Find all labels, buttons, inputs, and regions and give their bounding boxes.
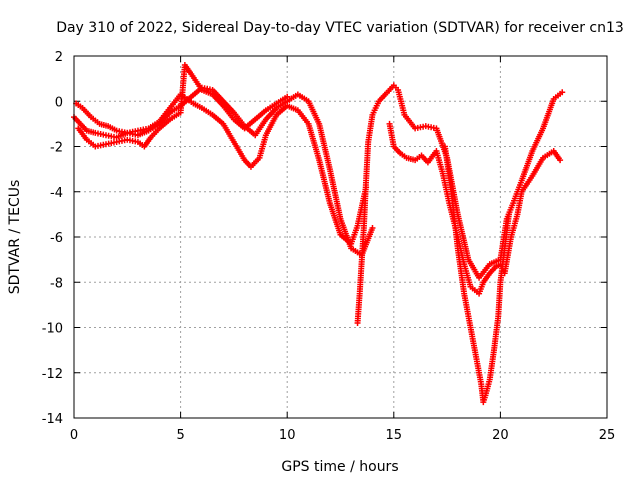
data-point xyxy=(559,89,566,96)
y-tick-label: -14 xyxy=(42,412,63,427)
x-tick-label: 10 xyxy=(279,428,296,443)
x-tick-label: 15 xyxy=(386,428,403,443)
x-tick-label: 5 xyxy=(176,428,184,443)
series-track-3 xyxy=(75,62,291,150)
plot-frame xyxy=(73,55,608,419)
data-point xyxy=(369,224,376,231)
y-tick-label: -12 xyxy=(42,367,63,382)
x-tick-label: 25 xyxy=(599,428,616,443)
y-tick-label: -4 xyxy=(50,186,63,201)
y-tick-label: -2 xyxy=(50,141,63,156)
y-tick-labels: -14 -12 -10 -8 -6 -4 -2 0 2 xyxy=(42,50,63,427)
data-point xyxy=(557,157,564,164)
y-tick-label: -8 xyxy=(50,276,63,291)
x-tick-label: 0 xyxy=(70,428,78,443)
chart-title: Day 310 of 2022, Sidereal Day-to-day VTE… xyxy=(56,20,624,36)
y-tick-label: 0 xyxy=(55,95,63,110)
x-tick-label: 20 xyxy=(492,428,509,443)
y-tick-label: 2 xyxy=(55,50,63,65)
y-axis-label: SDTVAR / TECUs xyxy=(7,180,23,295)
data-point xyxy=(505,211,512,218)
y-tick-label: -10 xyxy=(42,322,63,337)
x-tick-labels: 0 5 10 15 20 25 xyxy=(70,428,615,443)
x-axis-label: GPS time / hours xyxy=(281,459,398,475)
series-track-6 xyxy=(441,143,512,406)
series-track-4 xyxy=(354,82,566,326)
series-track-1 xyxy=(71,91,370,247)
y-tick-label: -6 xyxy=(50,231,63,246)
data-point xyxy=(284,93,291,100)
data-points xyxy=(71,62,566,406)
